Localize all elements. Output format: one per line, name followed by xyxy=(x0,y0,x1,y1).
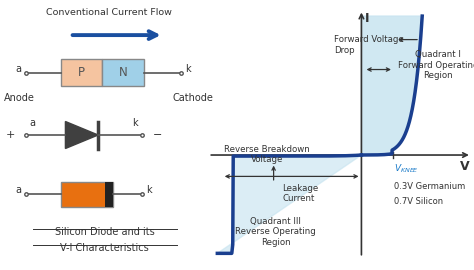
Text: Cathode: Cathode xyxy=(173,93,214,103)
Bar xyxy=(61,59,102,86)
Text: I: I xyxy=(365,12,370,25)
Text: N: N xyxy=(119,66,128,79)
Text: −: − xyxy=(153,130,162,140)
Bar xyxy=(102,59,144,86)
Polygon shape xyxy=(361,16,422,155)
Text: 0.3V Germanium: 0.3V Germanium xyxy=(394,181,465,191)
Text: k: k xyxy=(185,64,191,74)
Text: Silicon Diode and its: Silicon Diode and its xyxy=(55,227,155,237)
Text: k: k xyxy=(146,185,152,195)
Text: k: k xyxy=(132,118,138,128)
Text: a: a xyxy=(16,64,22,74)
Polygon shape xyxy=(217,155,361,253)
Text: Anode: Anode xyxy=(4,93,35,103)
Text: V: V xyxy=(460,160,469,173)
Text: Reverse Breakdown
Voltage: Reverse Breakdown Voltage xyxy=(224,145,310,164)
Text: Quadrant III
Reverse Operating
Region: Quadrant III Reverse Operating Region xyxy=(236,217,316,247)
Bar xyxy=(105,182,113,207)
Polygon shape xyxy=(65,122,98,148)
Text: P: P xyxy=(78,66,85,79)
Text: a: a xyxy=(16,185,22,195)
Text: Leakage
Current: Leakage Current xyxy=(283,184,319,204)
Bar xyxy=(61,182,113,207)
Text: V-I Characteristics: V-I Characteristics xyxy=(60,243,149,253)
Text: $V_{KNEE}$: $V_{KNEE}$ xyxy=(394,163,419,175)
Text: Quadrant I
Forward Operating
Region: Quadrant I Forward Operating Region xyxy=(398,50,474,80)
Text: Forward Voltage
Drop: Forward Voltage Drop xyxy=(334,35,404,55)
Text: a: a xyxy=(30,118,36,128)
Text: +: + xyxy=(6,130,15,140)
Text: Conventional Current Flow: Conventional Current Flow xyxy=(46,8,172,17)
Text: 0.7V Silicon: 0.7V Silicon xyxy=(394,197,443,206)
